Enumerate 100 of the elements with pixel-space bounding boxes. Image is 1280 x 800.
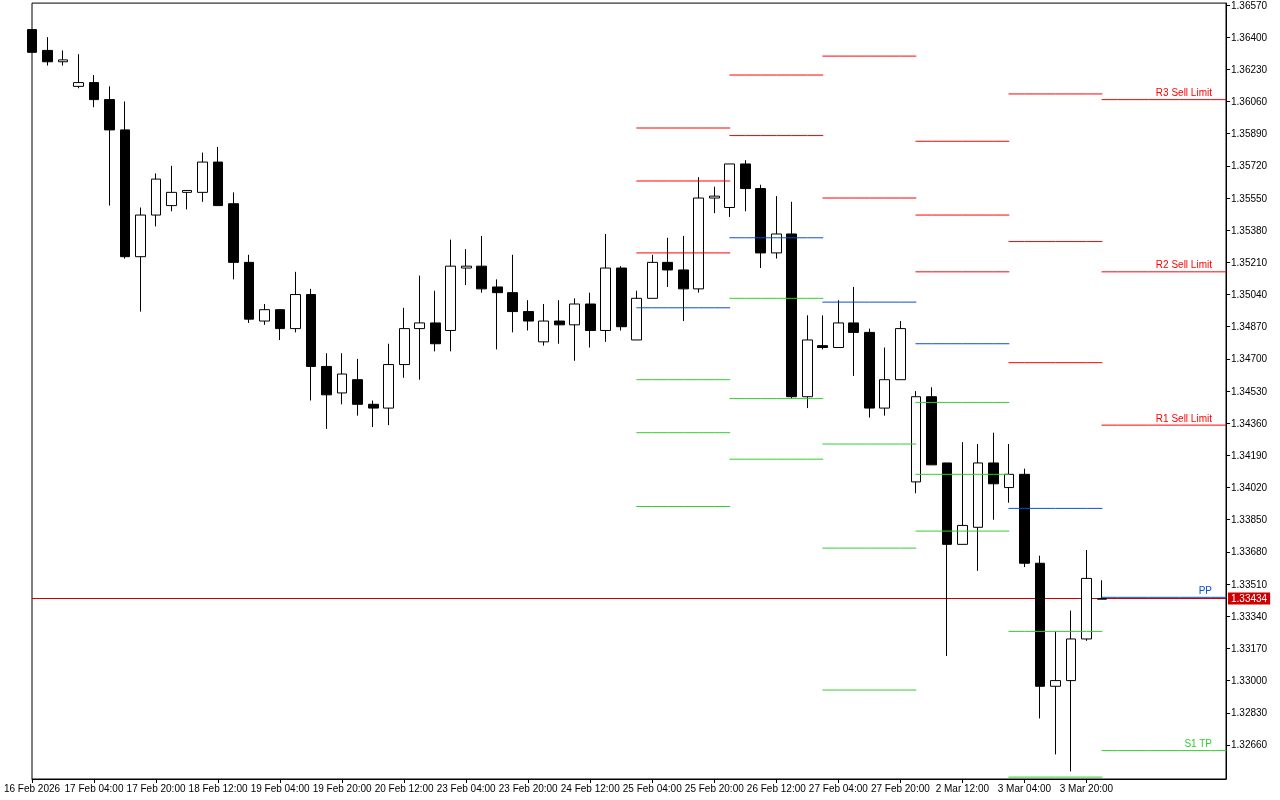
- x-tick-label: 3 Mar 20:00: [1059, 782, 1114, 794]
- candlestick: [42, 36, 53, 67]
- series-label: R2 Sell Limit: [1155, 259, 1213, 271]
- candlestick: [135, 206, 146, 313]
- candlestick: [445, 239, 456, 352]
- x-tick-label: 17 Feb 04:00: [64, 782, 124, 794]
- y-tick-label: 1.36400: [1231, 31, 1268, 43]
- candlestick: [817, 314, 828, 350]
- y-tick-label: 1.34530: [1231, 385, 1268, 397]
- x-tick-label: 24 Feb 12:00: [560, 782, 621, 794]
- candlestick: [942, 462, 952, 657]
- candlestick: [740, 159, 751, 212]
- candlestick: [352, 358, 363, 417]
- candlestick: [399, 307, 410, 379]
- candlestick: [383, 343, 394, 426]
- y-tick-label: 1.33000: [1231, 675, 1268, 687]
- candlestick: [848, 286, 859, 377]
- y-tick-label: 1.32660: [1231, 739, 1268, 751]
- candlestick: [507, 254, 518, 333]
- candlestick: [306, 288, 316, 402]
- candlestick: [585, 292, 596, 349]
- candlestick: [492, 278, 503, 350]
- x-tick-label: 16 Feb 2026: [3, 782, 61, 794]
- candlestick: [662, 237, 673, 288]
- candlestick: [864, 328, 875, 419]
- y-tick-label: 1.33340: [1231, 610, 1268, 622]
- candlestick: [833, 299, 844, 349]
- candlestick: [461, 248, 472, 286]
- candlestick: [244, 254, 254, 324]
- y-tick-label: 1.34700: [1231, 353, 1268, 365]
- x-tick-label: 25 Feb 04:00: [622, 782, 683, 794]
- candlestick: [678, 235, 689, 322]
- series-label: PP: [1198, 584, 1213, 596]
- candlestick: [911, 390, 921, 494]
- y-tick-label: 1.34190: [1231, 449, 1268, 461]
- candlestick: [120, 101, 130, 260]
- candlestick: [228, 191, 239, 280]
- x-tick-label: 25 Feb 20:00: [684, 782, 745, 794]
- candlestick: [802, 314, 813, 409]
- candlestick: [631, 290, 642, 341]
- series-label: R1 Sell Limit: [1155, 412, 1213, 424]
- x-tick-label: 19 Feb 04:00: [250, 782, 311, 794]
- candlestick: [1004, 443, 1014, 504]
- candlestick: [647, 254, 658, 299]
- candlestick: [616, 265, 627, 331]
- candlestick: [1097, 579, 1107, 600]
- candlestick: [275, 309, 285, 341]
- candlestick: [151, 172, 161, 227]
- y-tick-label: 1.35380: [1231, 224, 1268, 236]
- candlestick: [755, 184, 766, 269]
- candlestick: [523, 299, 534, 331]
- y-tick-label: 1.33680: [1231, 546, 1268, 558]
- candlestick: [709, 186, 720, 214]
- x-tick-label: 17 Feb 20:00: [126, 782, 186, 794]
- y-tick-label: 1.36230: [1231, 63, 1268, 75]
- candlestick: [58, 49, 68, 67]
- y-tick-label: 1.34020: [1231, 482, 1268, 494]
- candlestick: [569, 297, 580, 362]
- y-tick-label: 1.35040: [1231, 289, 1268, 301]
- candlestick: [430, 290, 441, 352]
- candlestick: [1081, 549, 1092, 642]
- y-tick-label: 1.34360: [1231, 417, 1268, 429]
- candlestick: [476, 235, 487, 294]
- candlestick: [973, 443, 983, 572]
- candlestick: [337, 352, 347, 405]
- candlestick: [538, 303, 549, 347]
- x-tick-label: 27 Feb 04:00: [808, 782, 869, 794]
- y-tick-label: 1.35210: [1231, 256, 1268, 268]
- candlestick: [724, 163, 735, 218]
- candlestick: [166, 165, 177, 212]
- y-tick-label: 1.34870: [1231, 321, 1268, 333]
- y-tick-label: 1.35550: [1231, 192, 1268, 204]
- candlestick: [554, 299, 565, 345]
- candlestick: [89, 74, 99, 108]
- candlestick: [73, 53, 84, 89]
- series-label: R3 Sell Limit: [1155, 87, 1213, 99]
- candlestick: [182, 189, 192, 210]
- candlestick: [957, 441, 968, 545]
- candlestick: [693, 176, 704, 294]
- candlestick: [600, 233, 611, 343]
- y-tick-label: 1.33170: [1231, 642, 1268, 654]
- candlestick: [1066, 610, 1076, 772]
- y-tick-label: 1.33510: [1231, 578, 1268, 590]
- x-tick-label: 3 Mar 04:00: [997, 782, 1052, 794]
- candlestick: [926, 386, 937, 466]
- y-tick-label: 1.36060: [1231, 96, 1268, 108]
- y-tick-label: 1.35890: [1231, 128, 1268, 140]
- x-tick-label: 26 Feb 12:00: [746, 782, 807, 794]
- y-tick-label: 1.35720: [1231, 160, 1268, 172]
- candlestick: [879, 347, 890, 417]
- candlestick: [771, 195, 782, 260]
- candlestick: [1050, 630, 1061, 755]
- y-tick-label: 1.32830: [1231, 707, 1268, 719]
- candlestick: [368, 400, 379, 428]
- y-tick-label: 1.33850: [1231, 514, 1268, 526]
- candlestick: [197, 152, 208, 203]
- candlestick: [290, 271, 301, 333]
- candlestick: [1035, 555, 1045, 719]
- x-tick-label: 18 Feb 12:00: [188, 782, 248, 794]
- candlestick: [213, 146, 223, 207]
